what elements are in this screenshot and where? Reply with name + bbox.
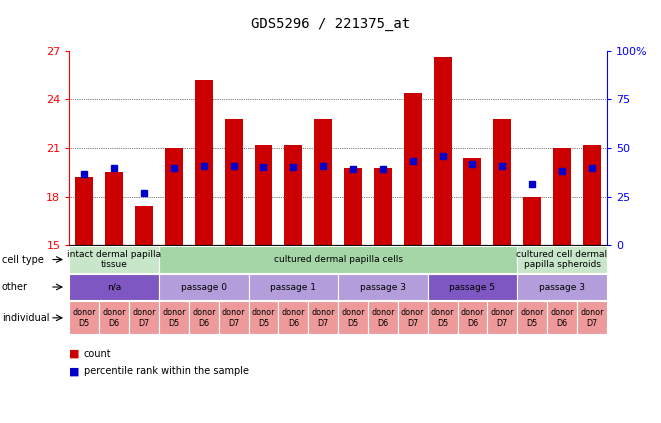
Bar bbox=[129, 301, 159, 335]
Text: donor
D5: donor D5 bbox=[252, 308, 275, 327]
Text: GDS5296 / 221375_at: GDS5296 / 221375_at bbox=[251, 17, 410, 31]
Bar bbox=[428, 301, 457, 335]
Bar bbox=[338, 301, 368, 335]
Text: passage 1: passage 1 bbox=[270, 283, 317, 291]
Bar bbox=[344, 168, 362, 245]
Bar bbox=[278, 301, 308, 335]
Bar bbox=[404, 93, 422, 245]
Text: individual: individual bbox=[2, 313, 50, 323]
Text: donor
D6: donor D6 bbox=[371, 308, 395, 327]
Bar bbox=[493, 119, 511, 245]
Text: donor
D7: donor D7 bbox=[311, 308, 335, 327]
Text: donor
D6: donor D6 bbox=[461, 308, 485, 327]
Text: donor
D6: donor D6 bbox=[102, 308, 126, 327]
Text: donor
D7: donor D7 bbox=[132, 308, 156, 327]
Bar bbox=[135, 206, 153, 245]
Text: passage 3: passage 3 bbox=[360, 283, 406, 291]
Text: donor
D6: donor D6 bbox=[550, 308, 574, 327]
Bar bbox=[195, 80, 213, 245]
Text: donor
D7: donor D7 bbox=[490, 308, 514, 327]
Text: donor
D5: donor D5 bbox=[341, 308, 365, 327]
Bar bbox=[69, 246, 159, 273]
Bar bbox=[99, 301, 129, 335]
Bar bbox=[249, 301, 278, 335]
Bar bbox=[159, 246, 518, 273]
Bar bbox=[577, 301, 607, 335]
Text: other: other bbox=[2, 282, 28, 292]
Bar bbox=[75, 177, 93, 245]
Bar bbox=[189, 301, 219, 335]
Bar bbox=[517, 274, 607, 300]
Text: passage 0: passage 0 bbox=[180, 283, 227, 291]
Bar bbox=[225, 119, 243, 245]
Bar bbox=[517, 301, 547, 335]
Bar bbox=[583, 145, 601, 245]
Bar bbox=[524, 197, 541, 245]
Bar bbox=[254, 145, 272, 245]
Text: cell type: cell type bbox=[2, 255, 44, 264]
Bar bbox=[249, 274, 338, 300]
Bar bbox=[487, 301, 517, 335]
Text: donor
D5: donor D5 bbox=[73, 308, 96, 327]
Text: donor
D5: donor D5 bbox=[162, 308, 186, 327]
Text: cultured dermal papilla cells: cultured dermal papilla cells bbox=[274, 255, 403, 264]
Bar bbox=[314, 119, 332, 245]
Bar bbox=[69, 274, 159, 300]
Bar bbox=[428, 274, 517, 300]
Bar bbox=[69, 301, 99, 335]
Bar bbox=[368, 301, 398, 335]
Text: percentile rank within the sample: percentile rank within the sample bbox=[84, 366, 249, 376]
Text: donor
D6: donor D6 bbox=[192, 308, 215, 327]
Text: donor
D6: donor D6 bbox=[282, 308, 305, 327]
Bar bbox=[517, 246, 607, 273]
Text: donor
D7: donor D7 bbox=[580, 308, 603, 327]
Bar bbox=[553, 148, 571, 245]
Text: donor
D5: donor D5 bbox=[520, 308, 544, 327]
Bar bbox=[398, 301, 428, 335]
Bar bbox=[284, 145, 302, 245]
Bar bbox=[457, 301, 487, 335]
Bar bbox=[547, 301, 577, 335]
Text: donor
D5: donor D5 bbox=[431, 308, 454, 327]
Text: n/a: n/a bbox=[107, 283, 122, 291]
Bar bbox=[463, 158, 481, 245]
Bar bbox=[165, 148, 183, 245]
Bar bbox=[374, 168, 392, 245]
Bar bbox=[308, 301, 338, 335]
Bar bbox=[434, 57, 451, 245]
Text: passage 5: passage 5 bbox=[449, 283, 496, 291]
Text: passage 3: passage 3 bbox=[539, 283, 585, 291]
Text: cultured cell dermal
papilla spheroids: cultured cell dermal papilla spheroids bbox=[516, 250, 607, 269]
Bar bbox=[338, 274, 428, 300]
Text: intact dermal papilla
tissue: intact dermal papilla tissue bbox=[67, 250, 161, 269]
Text: donor
D7: donor D7 bbox=[222, 308, 245, 327]
Bar bbox=[219, 301, 249, 335]
Text: count: count bbox=[84, 349, 112, 359]
Bar bbox=[159, 274, 249, 300]
Bar bbox=[105, 173, 123, 245]
Text: ■: ■ bbox=[69, 349, 80, 359]
Text: ■: ■ bbox=[69, 366, 80, 376]
Bar bbox=[159, 301, 189, 335]
Text: donor
D7: donor D7 bbox=[401, 308, 424, 327]
